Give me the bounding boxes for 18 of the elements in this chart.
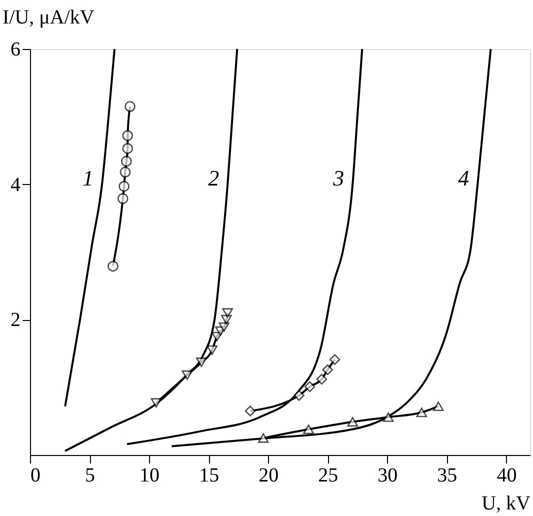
- x-tick-label: 40: [496, 464, 517, 486]
- y-tick-label: 4: [10, 174, 20, 196]
- x-tick-label: 15: [199, 464, 220, 486]
- x-tick-label: 10: [140, 464, 160, 486]
- series-label: 2: [208, 165, 220, 190]
- x-tick-label: 20: [258, 464, 279, 486]
- series-label: 4: [458, 165, 470, 190]
- y-tick-label: 6: [10, 38, 20, 60]
- x-tick-label: 5: [85, 464, 96, 486]
- x-axis-title: U, kV: [482, 492, 532, 514]
- y-tick-label: 2: [10, 309, 20, 332]
- x-tick-label: 25: [318, 464, 338, 486]
- series-label: 3: [332, 165, 344, 190]
- x-tick-label: 30: [378, 464, 398, 486]
- x-tick-label: 0: [30, 464, 40, 486]
- series-label: 1: [82, 165, 94, 190]
- y-axis-title: I/U, μA/kV: [2, 6, 95, 28]
- x-tick-label: 35: [437, 464, 458, 486]
